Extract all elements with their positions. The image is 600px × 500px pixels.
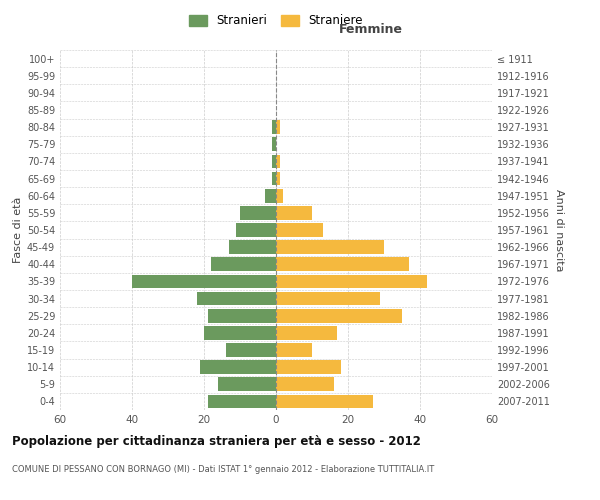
Bar (276, 360, 341, 374)
Bar (276, 206, 312, 220)
Bar (276, 343, 312, 357)
Bar (229, 240, 276, 254)
Bar (276, 326, 337, 340)
Bar (236, 223, 276, 237)
Y-axis label: Fasce di età: Fasce di età (13, 197, 23, 263)
Bar (197, 292, 276, 306)
Bar (226, 343, 276, 357)
Bar (204, 326, 276, 340)
Bar (208, 309, 276, 322)
Bar (276, 154, 280, 168)
Bar (276, 120, 280, 134)
Y-axis label: Anni di nascita: Anni di nascita (554, 188, 564, 271)
Bar (276, 189, 283, 202)
Bar (265, 189, 276, 202)
Text: Femmine: Femmine (339, 22, 403, 36)
Text: Popolazione per cittadinanza straniera per età e sesso - 2012: Popolazione per cittadinanza straniera p… (12, 435, 421, 448)
Bar (276, 378, 334, 391)
Bar (276, 274, 427, 288)
Bar (276, 240, 384, 254)
Bar (211, 258, 276, 271)
Bar (276, 309, 402, 322)
Bar (276, 292, 380, 306)
Bar (272, 172, 276, 185)
Bar (276, 394, 373, 408)
Bar (272, 138, 276, 151)
Bar (276, 258, 409, 271)
Bar (240, 206, 276, 220)
Bar (218, 378, 276, 391)
Text: COMUNE DI PESSANO CON BORNAGO (MI) - Dati ISTAT 1° gennaio 2012 - Elaborazione T: COMUNE DI PESSANO CON BORNAGO (MI) - Dat… (12, 465, 434, 474)
Bar (276, 172, 280, 185)
Bar (132, 274, 276, 288)
Bar (208, 394, 276, 408)
Legend: Stranieri, Straniere: Stranieri, Straniere (185, 11, 367, 31)
Bar (272, 154, 276, 168)
Bar (200, 360, 276, 374)
Bar (276, 223, 323, 237)
Bar (272, 120, 276, 134)
